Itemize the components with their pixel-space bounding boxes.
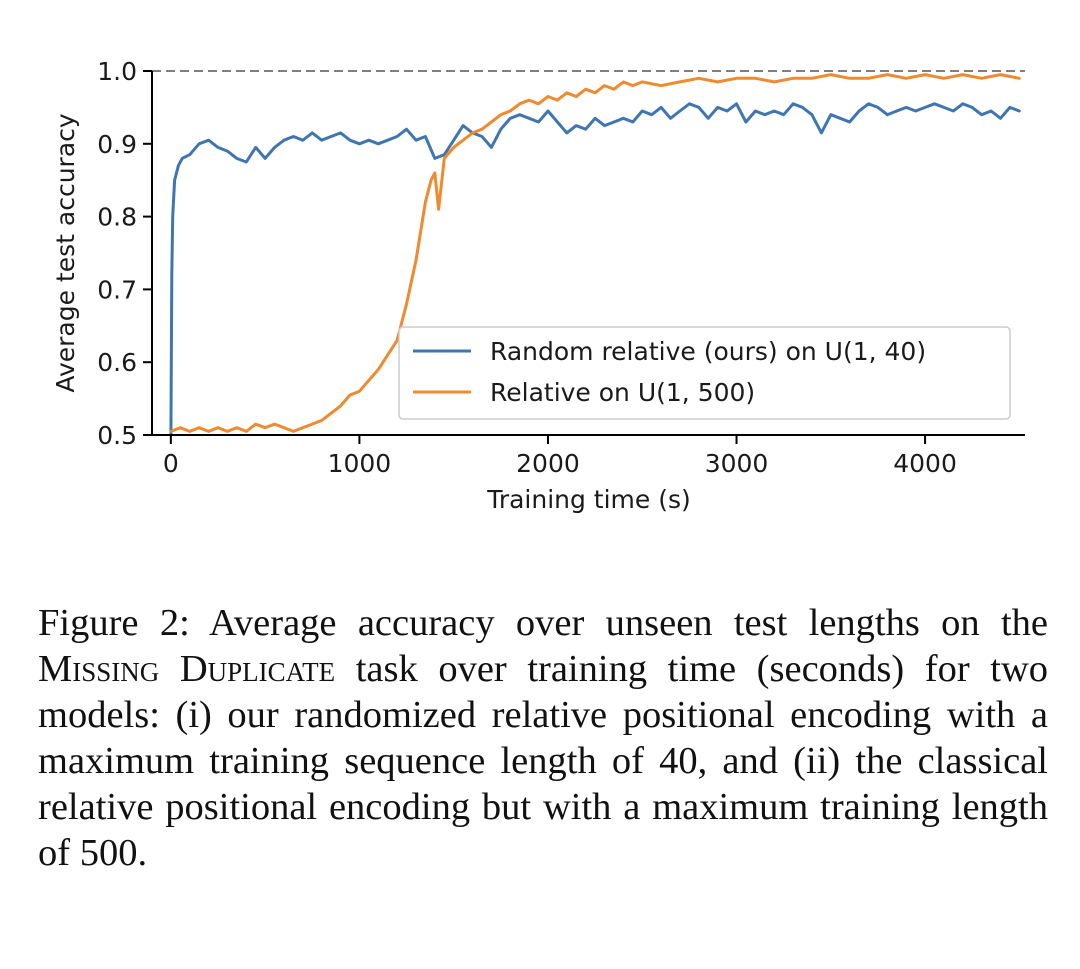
x-tick-label: 4000 [893, 449, 957, 478]
x-axis-ticks: 0 1000 2000 3000 4000 [163, 435, 957, 478]
y-tick-label: 0.6 [97, 348, 137, 377]
caption-label: Figure 2: [38, 602, 190, 644]
caption-text-before: Average accuracy over unseen test length… [208, 602, 1048, 644]
x-tick-label: 3000 [705, 449, 769, 478]
series-line-2 [169, 73, 1021, 433]
y-tick-label: 0.7 [97, 275, 137, 304]
legend-box [398, 326, 1011, 420]
x-tick-label: 2000 [516, 449, 580, 478]
x-axis-label: Training time (s) [486, 485, 691, 514]
caption-text-after: task over training time (seconds) for tw… [38, 648, 1049, 874]
x-tick-label: 0 [163, 449, 179, 478]
y-axis-ticks: 0.5 0.6 0.7 0.8 0.9 1.0 [97, 57, 152, 450]
y-tick-label: 0.9 [97, 130, 137, 159]
series-lines [169, 73, 1021, 437]
legend: Random relative (ours) on U(1, 40) Relat… [398, 326, 1011, 420]
line-chart: 0 1000 2000 3000 4000 0.5 0.6 0.7 0.8 0.9 1.0 Tra… [51, 57, 1025, 514]
y-tick-label: 0.5 [97, 421, 137, 450]
y-axis-label: Average test accuracy [51, 113, 80, 393]
series-line-1 [169, 102, 1021, 437]
x-tick-label: 1000 [328, 449, 392, 478]
legend-label-series-1: Random relative (ours) on U(1, 40) [490, 337, 926, 366]
legend-label-series-2: Relative on U(1, 500) [490, 378, 755, 407]
axes [151, 71, 1025, 436]
figure-caption: Figure 2: Average accuracy over unseen t… [38, 600, 1048, 876]
caption-task-name: Missing Duplicate [38, 648, 336, 690]
y-tick-label: 0.8 [97, 203, 137, 232]
y-tick-label: 1.0 [97, 57, 137, 86]
